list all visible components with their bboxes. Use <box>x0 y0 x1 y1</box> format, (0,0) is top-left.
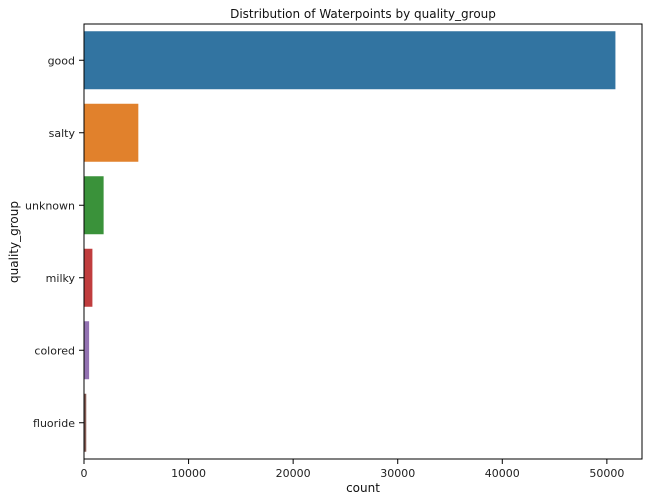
x-tick-label: 0 <box>81 467 88 480</box>
y-axis-label: quality_group <box>7 201 21 283</box>
y-tick-label: salty <box>49 127 76 140</box>
y-axis: good salty unknown milky colored fluoride <box>25 54 84 430</box>
bar-salty <box>84 103 139 162</box>
y-tick-label: fluoride <box>33 417 75 430</box>
x-tick-label: 40000 <box>485 467 520 480</box>
x-tick-label: 10000 <box>171 467 206 480</box>
bar-fluoride <box>84 393 87 452</box>
x-axis: 0 10000 20000 30000 40000 50000 <box>81 459 624 480</box>
x-tick-label: 30000 <box>380 467 415 480</box>
y-tick-label: milky <box>46 272 76 285</box>
bar-colored <box>84 321 90 380</box>
bar-good <box>84 31 616 90</box>
bar-unknown <box>84 176 104 235</box>
y-tick-label: good <box>48 54 75 67</box>
bars-layer <box>84 31 616 452</box>
plot-frame <box>83 23 643 460</box>
y-tick-label: colored <box>34 344 75 357</box>
x-axis-label: count <box>346 481 380 495</box>
bar-milky <box>84 248 93 307</box>
chart-title: Distribution of Waterpoints by quality_g… <box>230 7 496 21</box>
x-tick-label: 20000 <box>276 467 311 480</box>
y-tick-label: unknown <box>25 199 75 212</box>
x-tick-label: 50000 <box>589 467 624 480</box>
